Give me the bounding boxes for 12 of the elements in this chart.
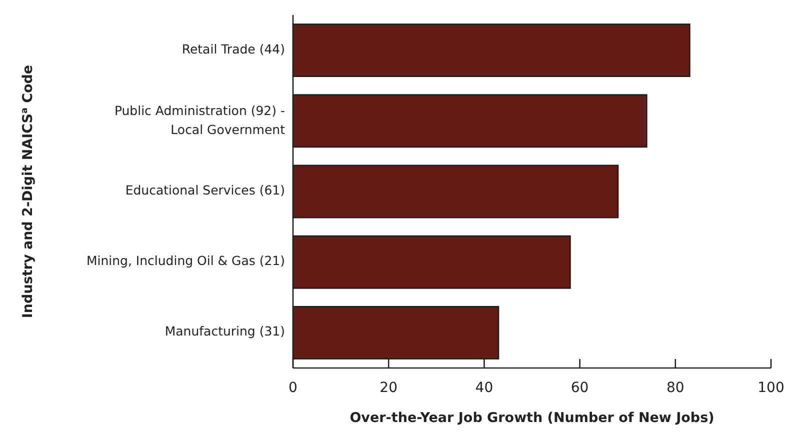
x-axis-title: Over-the-Year Job Growth (Number of New Jobs) <box>350 410 714 426</box>
y-tick-label: Retail Trade (44) <box>182 42 285 57</box>
y-tick-label: Manufacturing (31) <box>164 324 285 340</box>
y-tick-label: Mining, Including Oil & Gas (21) <box>86 254 285 269</box>
x-tick-label: 20 <box>380 380 398 396</box>
x-tick-label: 80 <box>666 380 684 396</box>
y-tick-label: Educational Services (61) <box>125 182 285 198</box>
x-tick-label: 60 <box>570 380 589 396</box>
x-tick-label: 100 <box>758 380 784 396</box>
x-tick-label: 0 <box>288 380 298 396</box>
x-tick-label: 40 <box>475 380 494 396</box>
y-tick-label: Public Administration (92) - Local Government <box>114 103 286 138</box>
